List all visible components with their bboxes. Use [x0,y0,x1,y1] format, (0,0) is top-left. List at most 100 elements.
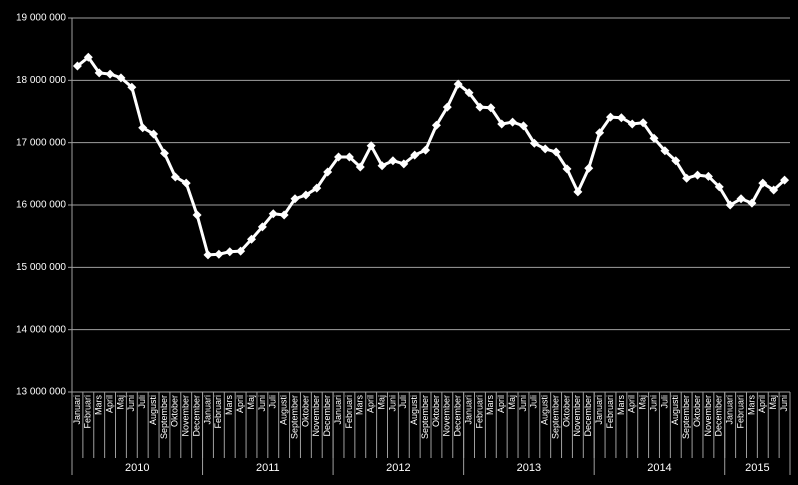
x-tick-label: Juni [257,395,267,412]
data-point [214,249,224,259]
x-tick-label: Oktober [300,395,310,427]
data-point [703,171,713,181]
data-point [497,119,507,129]
x-tick-label: Maj [768,395,778,410]
x-tick-label: Februari [735,395,745,429]
x-tick-label: Februari [474,395,484,429]
data-point [116,73,126,83]
x-tick-label: Februari [605,395,615,429]
data-point [247,234,256,244]
data-point [758,178,768,188]
x-tick-label: Februari [83,395,93,429]
x-tick-label: Maj [246,395,256,410]
data-point [279,210,289,220]
x-tick-label: Juni [779,395,789,412]
data-point [638,118,648,128]
x-tick-label: November [311,395,321,437]
x-tick-label: Mars [355,395,365,415]
x-tick-label: Mars [616,395,626,415]
data-point [551,147,561,157]
data-point [421,145,431,155]
data-point [486,103,496,113]
x-tick-label: Januari [333,395,343,425]
data-point [584,163,594,173]
x-tick-label: Augusti [540,395,550,425]
data-point [105,69,115,79]
data-point [236,246,246,256]
x-tick-label: Januari [463,395,473,425]
data-point [83,52,93,62]
data-point [725,200,735,210]
x-tick-label: Augusti [670,395,680,425]
x-tick-label: Januari [725,395,735,425]
x-tick-label: Oktober [692,395,702,427]
x-tick-label: Juli [398,395,408,409]
y-tick-label: 14 000 000 [16,324,66,335]
data-point [518,121,528,131]
y-tick-label: 13 000 000 [16,387,66,398]
data-point [769,185,779,195]
data-point [606,112,615,122]
y-tick-label: 17 000 000 [16,137,66,148]
data-point [442,102,452,112]
x-tick-label: December [322,395,332,437]
data-point [181,178,191,188]
year-label: 2014 [647,462,671,474]
data-point [127,82,137,92]
y-tick-label: 15 000 000 [16,262,66,273]
year-label: 2010 [125,462,149,474]
x-tick-label: November [703,395,713,437]
x-tick-label: November [442,395,452,437]
year-label: 2015 [745,462,769,474]
data-point [627,119,637,129]
x-tick-label: December [453,395,463,437]
year-label: 2013 [517,462,541,474]
x-tick-label: Augusti [279,395,289,425]
data-point [671,156,681,166]
x-tick-label: Januari [202,395,212,425]
data-point [747,198,757,208]
x-tick-label: Juni [387,395,397,412]
x-tick-label: Maj [638,395,648,410]
x-tick-label: Augusti [409,395,419,425]
x-tick-label: Januari [72,395,82,425]
x-tick-label: Februari [344,395,354,429]
x-tick-label: April [366,395,376,413]
data-point [149,129,159,139]
data-point [595,128,605,138]
data-point [334,152,344,162]
y-tick-label: 19 000 000 [16,13,66,24]
x-tick-label: Oktober [170,395,180,427]
x-tick-label: Oktober [431,395,441,427]
data-line [76,55,786,257]
x-tick-label: Maj [115,395,125,410]
data-point [366,141,376,151]
x-tick-label: April [757,395,767,413]
x-tick-label: Juli [529,395,539,409]
year-label: 2012 [386,462,410,474]
data-point [562,164,572,174]
data-point [540,144,550,154]
x-tick-label: Juli [268,395,278,409]
data-point [616,113,626,123]
data-point [344,152,354,162]
data-point [464,88,474,98]
data-point [290,194,300,204]
data-point [780,175,790,185]
x-tick-label: April [104,395,114,413]
data-point [573,187,583,197]
data-point [94,68,104,78]
data-point [192,210,202,220]
data-point [323,167,333,177]
x-tick-label: December [583,395,593,437]
x-tick-label: Januari [594,395,604,425]
x-tick-label: December [714,395,724,437]
data-point [355,162,365,172]
data-point [225,247,235,257]
data-point [508,117,518,127]
x-tick-label: Maj [376,395,386,410]
data-point [159,148,169,158]
data-point [682,173,692,183]
x-tick-label: September [159,395,169,439]
